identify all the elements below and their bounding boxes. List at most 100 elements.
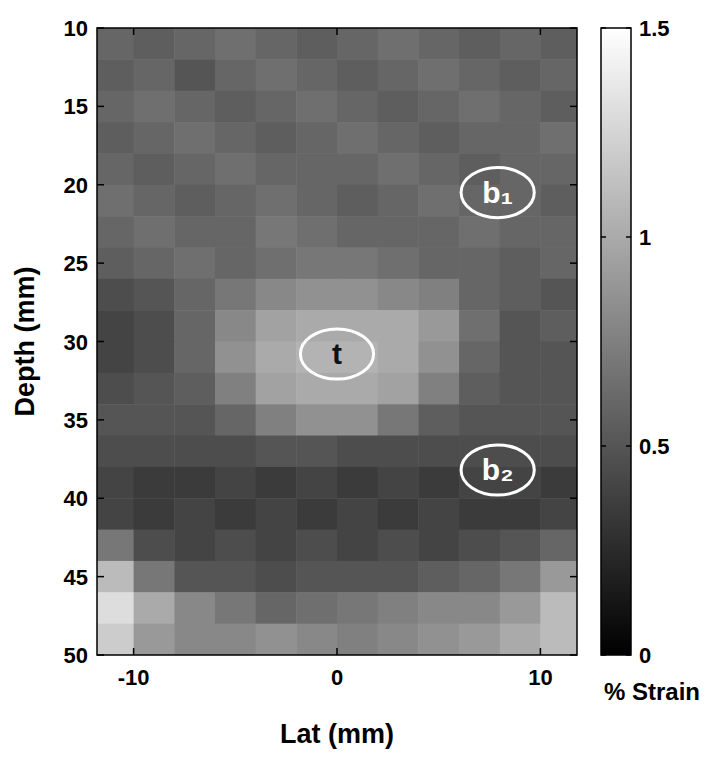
cell bbox=[97, 498, 134, 530]
cell bbox=[459, 216, 500, 248]
cell bbox=[337, 592, 378, 624]
cell bbox=[337, 28, 378, 60]
region-ellipse bbox=[300, 329, 373, 379]
cell bbox=[174, 530, 215, 562]
cell bbox=[97, 561, 134, 593]
cell bbox=[296, 216, 337, 248]
y-tick-label: 40 bbox=[64, 486, 88, 511]
cell bbox=[174, 279, 215, 311]
cell bbox=[337, 498, 378, 530]
cell bbox=[500, 59, 541, 91]
cell bbox=[378, 153, 419, 185]
cell bbox=[174, 185, 215, 217]
y-tick-label: 45 bbox=[64, 565, 88, 590]
cell bbox=[215, 247, 256, 279]
cell bbox=[174, 624, 215, 655]
plot-frame bbox=[97, 28, 577, 655]
cell bbox=[540, 91, 577, 123]
cell bbox=[337, 59, 378, 91]
cell bbox=[378, 467, 419, 499]
y-tick bbox=[97, 576, 104, 578]
cell bbox=[500, 122, 541, 154]
cell bbox=[134, 373, 175, 405]
cell bbox=[540, 122, 577, 154]
cell bbox=[540, 436, 577, 468]
colorbar-tick-label: 1 bbox=[639, 225, 651, 250]
cell bbox=[256, 122, 297, 154]
cell bbox=[378, 122, 419, 154]
cell bbox=[296, 247, 337, 279]
y-tick bbox=[97, 106, 104, 108]
y-tick bbox=[97, 262, 104, 264]
x-tick bbox=[336, 648, 338, 655]
y-tick bbox=[570, 498, 577, 500]
y-tick bbox=[570, 262, 577, 264]
cell bbox=[378, 28, 419, 60]
cell bbox=[256, 247, 297, 279]
cell bbox=[540, 624, 577, 655]
cell bbox=[97, 373, 134, 405]
y-tick bbox=[97, 419, 104, 421]
cell bbox=[256, 279, 297, 311]
cell bbox=[459, 404, 500, 436]
cell bbox=[174, 247, 215, 279]
cell bbox=[134, 28, 175, 60]
cell bbox=[296, 624, 337, 655]
cell bbox=[418, 373, 459, 405]
cell bbox=[459, 28, 500, 60]
cell bbox=[378, 592, 419, 624]
cell bbox=[215, 59, 256, 91]
cell bbox=[256, 561, 297, 593]
cell bbox=[134, 592, 175, 624]
cell bbox=[378, 436, 419, 468]
cell bbox=[134, 498, 175, 530]
cell bbox=[256, 216, 297, 248]
heatmap-cells bbox=[97, 28, 577, 655]
cell bbox=[134, 91, 175, 123]
cell bbox=[174, 498, 215, 530]
cell bbox=[97, 592, 134, 624]
cell bbox=[134, 279, 175, 311]
cell bbox=[418, 342, 459, 374]
region-label: b₂ bbox=[482, 453, 514, 486]
cell bbox=[459, 279, 500, 311]
cell bbox=[296, 153, 337, 185]
cell bbox=[500, 404, 541, 436]
cell bbox=[500, 279, 541, 311]
cell bbox=[215, 530, 256, 562]
cell bbox=[337, 279, 378, 311]
region-label: t bbox=[332, 337, 342, 370]
cell bbox=[174, 59, 215, 91]
colorbar bbox=[601, 28, 631, 655]
cell bbox=[540, 498, 577, 530]
cell bbox=[337, 153, 378, 185]
cell bbox=[134, 59, 175, 91]
cell bbox=[296, 592, 337, 624]
cell bbox=[97, 624, 134, 655]
cell bbox=[418, 59, 459, 91]
cell bbox=[378, 247, 419, 279]
cell bbox=[418, 28, 459, 60]
cell bbox=[337, 467, 378, 499]
regions: tb₁b₂ bbox=[300, 168, 534, 496]
cell bbox=[97, 279, 134, 311]
cell bbox=[97, 185, 134, 217]
cell bbox=[215, 373, 256, 405]
cell bbox=[378, 310, 419, 342]
cell bbox=[459, 530, 500, 562]
cell bbox=[296, 122, 337, 154]
cell bbox=[215, 216, 256, 248]
cell bbox=[418, 247, 459, 279]
cell bbox=[296, 436, 337, 468]
cell bbox=[459, 342, 500, 374]
cell bbox=[418, 404, 459, 436]
cell bbox=[174, 404, 215, 436]
cell bbox=[418, 279, 459, 311]
cell bbox=[215, 561, 256, 593]
cell bbox=[378, 59, 419, 91]
y-tick-label: 15 bbox=[64, 94, 88, 119]
y-tick bbox=[570, 419, 577, 421]
cell bbox=[215, 436, 256, 468]
cell bbox=[540, 342, 577, 374]
cell bbox=[418, 624, 459, 655]
